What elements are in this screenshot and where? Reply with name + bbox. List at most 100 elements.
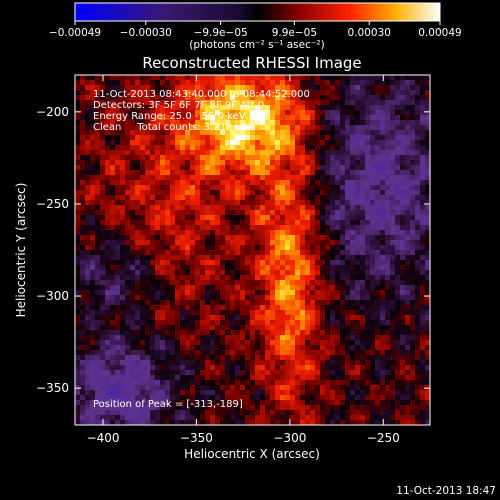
heatmap-cell [160, 100, 166, 106]
heatmap-cell [100, 110, 106, 116]
heatmap-cell [120, 155, 126, 161]
heatmap-cell [150, 120, 156, 126]
heatmap-cell [300, 80, 306, 86]
heatmap-cell [90, 115, 96, 121]
heatmap-cell [255, 75, 261, 81]
heatmap-cell [215, 265, 221, 271]
heatmap-cell [205, 170, 211, 176]
heatmap-cell [165, 230, 171, 236]
heatmap-cell [260, 245, 266, 251]
heatmap-cell [285, 160, 291, 166]
heatmap-cell [335, 160, 341, 166]
heatmap-cell [295, 295, 301, 301]
heatmap-cell [110, 255, 116, 261]
heatmap-cell [225, 325, 231, 331]
heatmap-cell [210, 235, 216, 241]
heatmap-cell [180, 370, 186, 376]
heatmap-cell [235, 290, 241, 296]
heatmap-cell [405, 240, 411, 246]
heatmap-cell [395, 225, 401, 231]
heatmap-cell [350, 400, 356, 406]
heatmap-cell [285, 220, 291, 226]
heatmap-cell [135, 320, 141, 326]
heatmap-cell [200, 305, 206, 311]
heatmap-cell [170, 130, 176, 136]
heatmap-cell [75, 395, 81, 401]
heatmap-cell [140, 210, 146, 216]
heatmap-cell [150, 285, 156, 291]
heatmap-cell [280, 410, 286, 416]
heatmap-cell [420, 310, 426, 316]
heatmap-cell [360, 265, 366, 271]
heatmap-cell [205, 410, 211, 416]
heatmap-cell [210, 355, 216, 361]
heatmap-cell [145, 270, 151, 276]
heatmap-cell [90, 340, 96, 346]
heatmap-cell [295, 110, 301, 116]
heatmap-cell [245, 195, 251, 201]
heatmap-cell [255, 270, 261, 276]
heatmap-cell [195, 265, 201, 271]
heatmap-cell [330, 420, 336, 425]
heatmap-cell [340, 360, 346, 366]
heatmap-cell [205, 190, 211, 196]
heatmap-cell [185, 220, 191, 226]
heatmap-cell [120, 295, 126, 301]
heatmap-cell [425, 235, 430, 241]
heatmap-cell [155, 310, 161, 316]
heatmap-cell [100, 410, 106, 416]
heatmap-cell [290, 285, 296, 291]
heatmap-cell [130, 305, 136, 311]
heatmap-cell [350, 120, 356, 126]
heatmap-cell [240, 200, 246, 206]
heatmap-cell [400, 415, 406, 421]
heatmap-cell [285, 135, 291, 141]
heatmap-cell [265, 355, 271, 361]
heatmap-cell [230, 125, 236, 131]
heatmap-cell [145, 255, 151, 261]
heatmap-cell [185, 305, 191, 311]
heatmap-cell [80, 315, 86, 321]
heatmap-cell [115, 160, 121, 166]
heatmap-cell [365, 275, 371, 281]
heatmap-cell [275, 375, 281, 381]
heatmap-cell [255, 155, 261, 161]
heatmap-cell [160, 310, 166, 316]
heatmap-cell [260, 395, 266, 401]
heatmap-cell [335, 105, 341, 111]
heatmap-cell [225, 115, 231, 121]
heatmap-cell [315, 295, 321, 301]
heatmap-cell [95, 425, 101, 431]
heatmap-cell [170, 305, 176, 311]
heatmap-cell [160, 370, 166, 376]
heatmap-cell [255, 265, 261, 271]
heatmap-cell [390, 165, 396, 171]
heatmap-cell [240, 405, 246, 411]
heatmap-cell [125, 345, 131, 351]
heatmap-cell [80, 270, 86, 276]
heatmap-cell [380, 205, 386, 211]
heatmap-cell [375, 125, 381, 131]
heatmap-cell [270, 345, 276, 351]
heatmap-cell [150, 375, 156, 381]
heatmap-cell [385, 280, 391, 286]
heatmap-cell [225, 380, 231, 386]
heatmap-cell [245, 270, 251, 276]
heatmap-cell [255, 395, 261, 401]
heatmap-cell [145, 290, 151, 296]
heatmap-cell [215, 250, 221, 256]
heatmap-cell [385, 95, 391, 101]
heatmap-cell [320, 185, 326, 191]
heatmap-cell [355, 80, 361, 86]
heatmap-cell [175, 290, 181, 296]
heatmap-cell [120, 75, 126, 81]
heatmap-cell [160, 280, 166, 286]
heatmap-cell [425, 135, 430, 141]
heatmap-cell [85, 245, 91, 251]
heatmap-cell [360, 180, 366, 186]
heatmap-cell [270, 105, 276, 111]
heatmap-cell [190, 290, 196, 296]
heatmap-cell [260, 415, 266, 421]
heatmap-cell [140, 370, 146, 376]
heatmap-cell [250, 420, 256, 425]
